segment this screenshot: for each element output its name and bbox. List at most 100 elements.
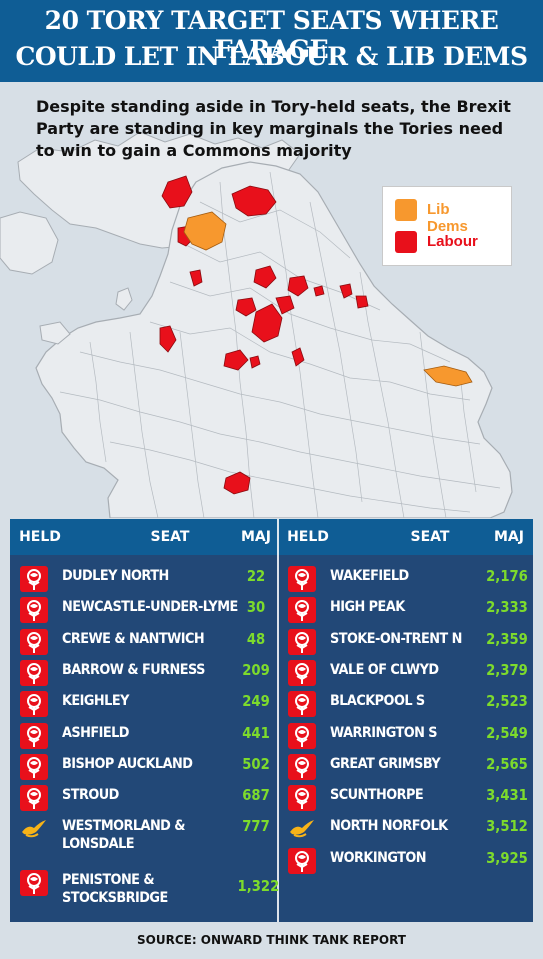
isle-of-man xyxy=(115,287,133,311)
seat-name: HIGH PEAK xyxy=(330,598,405,616)
seat-name: WORKINGTON xyxy=(330,849,427,867)
labour-rose-icon xyxy=(20,659,48,686)
labour-rose-icon xyxy=(20,722,48,749)
seat-penistone xyxy=(275,295,295,315)
majority-value: 2,565 xyxy=(486,754,528,773)
seat-name-line-2: STOCKSBRIDGE xyxy=(62,890,168,907)
majority-value: 502 xyxy=(242,754,270,773)
seat-name-line-1: WAKEFIELD xyxy=(330,568,409,584)
header-banner: 20 TORY TARGET SEATS WHERE FARAGE COULD … xyxy=(0,0,543,82)
seat-bishop-auckland xyxy=(231,185,277,217)
majority-value: 2,523 xyxy=(486,692,528,711)
seat-name: SCUNTHORPE xyxy=(330,786,424,804)
seat-name-line-1: KEIGHLEY xyxy=(62,693,129,710)
anglesey xyxy=(39,321,71,345)
england-wales-landmass xyxy=(35,161,513,518)
header-maj-left: MAJ xyxy=(241,529,271,545)
seat-name: PENISTONE & STOCKSBRIDGE xyxy=(62,871,168,907)
seat-name-line-1: NORTH NORFOLK xyxy=(330,818,448,835)
legend-swatch-labour xyxy=(395,231,417,253)
header-held-left: HELD xyxy=(19,529,61,545)
table-row: WAKEFIELD 2,176 xyxy=(278,563,533,594)
labour-rose-icon xyxy=(288,785,316,812)
seat-name-line-1: NEWCASTLE-UNDER-LYME xyxy=(62,599,238,616)
seat-name-line-1: WESTMORLAND & xyxy=(62,818,185,835)
table-row: CREWE & NANTWICH 48 xyxy=(10,626,277,657)
table-row: WARRINGTON S 2,549 xyxy=(278,720,533,751)
labour-rose-icon xyxy=(288,722,316,749)
majority-value: 2,333 xyxy=(486,598,528,617)
labour-rose-icon xyxy=(20,691,48,718)
seat-name-line-1: BLACKPOOL S xyxy=(330,693,425,710)
seat-newcastle-under-lyme xyxy=(249,355,261,369)
majority-value: 3,925 xyxy=(486,848,528,867)
seat-name-line-1: ASHFIELD xyxy=(62,724,129,741)
table-row: WESTMORLAND & LONSDALE 777 xyxy=(10,813,277,867)
seat-name-line-1: STOKE-ON-TRENT N xyxy=(330,630,462,647)
seat-warrington xyxy=(235,297,257,317)
seat-name: DUDLEY NORTH xyxy=(62,567,169,585)
seat-vale-of-clwyd xyxy=(159,325,177,353)
majority-value: 2,379 xyxy=(486,660,528,679)
lib-dem-bird-icon xyxy=(288,816,316,842)
seat-name: NEWCASTLE-UNDER-LYME xyxy=(62,598,238,616)
northern-ireland-landmass xyxy=(0,211,59,275)
seat-scunthorpe xyxy=(339,283,353,299)
labour-rose-icon xyxy=(288,659,316,686)
seat-wakefield xyxy=(287,275,309,297)
labour-rose-icon xyxy=(288,628,316,655)
table-row: STOKE-ON-TRENT N 2,359 xyxy=(278,626,533,657)
seat-name-line-1: CREWE & NANTWICH xyxy=(62,630,205,647)
majority-value: 3,431 xyxy=(486,786,528,805)
seat-name: GREAT GRIMSBY xyxy=(330,755,441,773)
labour-rose-icon xyxy=(20,753,48,780)
table-row: STROUD 687 xyxy=(10,782,277,813)
labour-rose-icon xyxy=(288,847,316,874)
seat-name: VALE OF CLWYD xyxy=(330,661,439,679)
legend-swatch-lib-dems xyxy=(395,199,417,221)
seat-name-line-1: WARRINGTON S xyxy=(330,724,438,741)
majority-value: 22 xyxy=(246,567,266,585)
majority-value: 209 xyxy=(242,660,270,679)
majority-value: 30 xyxy=(246,598,266,617)
seat-name: KEIGHLEY xyxy=(62,692,129,710)
seat-name: ASHFIELD xyxy=(62,724,129,742)
majority-value: 687 xyxy=(242,786,270,805)
seat-keighley xyxy=(253,265,277,289)
lib-dem-bird-icon xyxy=(20,816,48,842)
seat-crewe xyxy=(223,349,249,371)
seat-name-line-1: DUDLEY NORTH xyxy=(62,568,169,584)
legend-label-lib-dems: Lib Dems xyxy=(427,201,468,235)
seat-name: WAKEFIELD xyxy=(330,567,409,585)
table-row: NEWCASTLE-UNDER-LYME 30 xyxy=(10,594,277,625)
majority-value: 1,322 xyxy=(237,877,280,896)
majority-value: 777 xyxy=(242,817,270,836)
labour-rose-icon xyxy=(20,870,48,897)
seat-name: CREWE & NANTWICH xyxy=(62,630,205,648)
majority-value: 441 xyxy=(242,723,270,742)
header-held-right: HELD xyxy=(287,529,329,545)
map-legend: Lib Dems Labour xyxy=(382,186,512,266)
labour-rose-icon xyxy=(20,785,48,812)
seat-name: BLACKPOOL S xyxy=(330,692,425,710)
column-divider xyxy=(277,519,279,922)
seat-name: NORTH NORFOLK xyxy=(330,817,448,835)
labour-seats xyxy=(159,175,369,495)
england-wales-map xyxy=(0,82,543,518)
seat-high-peak xyxy=(251,303,283,343)
seat-stroud xyxy=(223,471,251,495)
constituency-boundaries xyxy=(59,171,501,518)
seat-north-norfolk xyxy=(423,365,473,387)
seat-name: WARRINGTON S xyxy=(330,724,438,742)
seat-grimsby xyxy=(355,295,369,309)
seat-name-line-1: HIGH PEAK xyxy=(330,599,405,616)
table-row: GREAT GRIMSBY 2,565 xyxy=(278,751,533,782)
majority-value: 249 xyxy=(242,692,270,711)
table-row: NORTH NORFOLK 3,512 xyxy=(278,813,533,844)
seat-name-line-1: PENISTONE & xyxy=(62,872,155,889)
seat-name-line-1: WORKINGTON xyxy=(330,849,427,866)
table-row: VALE OF CLWYD 2,379 xyxy=(278,657,533,688)
labour-rose-icon xyxy=(288,566,316,592)
labour-rose-icon xyxy=(20,566,48,592)
header-seat-left: SEAT xyxy=(150,529,190,545)
